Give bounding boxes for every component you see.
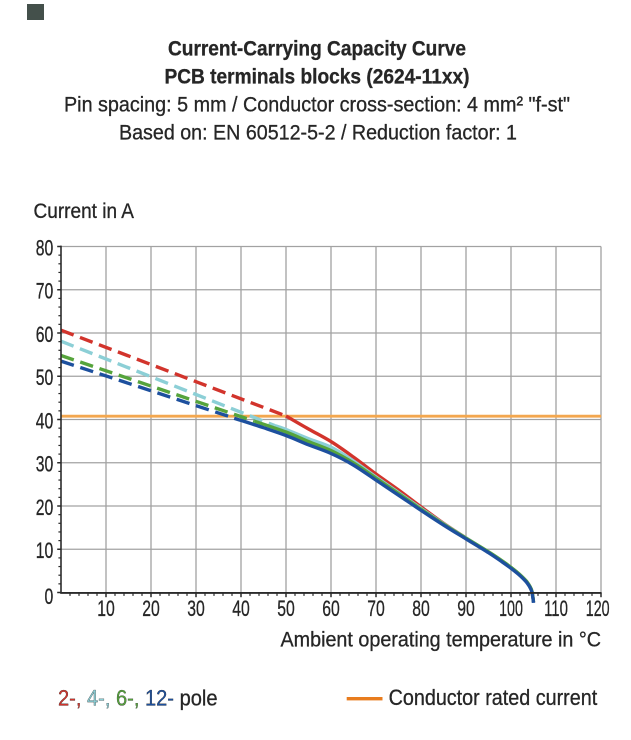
svg-text:30: 30 xyxy=(36,452,54,477)
svg-text:20: 20 xyxy=(36,495,54,520)
svg-text:80: 80 xyxy=(36,235,54,260)
svg-text:30: 30 xyxy=(187,596,205,621)
svg-text:Current in A: Current in A xyxy=(34,199,135,223)
svg-text:Ambient operating temperature: Ambient operating temperature in °C xyxy=(281,627,602,651)
svg-text:0: 0 xyxy=(45,584,54,609)
svg-text:80: 80 xyxy=(412,596,430,621)
svg-text:90: 90 xyxy=(457,596,475,621)
svg-text:110: 110 xyxy=(544,596,568,621)
svg-text:PCB terminals blocks (2624-11x: PCB terminals blocks (2624-11xx) xyxy=(165,65,470,89)
svg-text:Current-Carrying Capacity Curv: Current-Carrying Capacity Curve xyxy=(168,37,466,61)
svg-text:2-, 4-, 6-, 12- pole: 2-, 4-, 6-, 12- pole xyxy=(58,685,218,710)
svg-text:40: 40 xyxy=(232,596,250,621)
svg-text:10: 10 xyxy=(97,596,115,621)
svg-text:60: 60 xyxy=(36,322,54,347)
svg-text:40: 40 xyxy=(36,408,54,433)
svg-text:10: 10 xyxy=(36,538,54,563)
svg-text:20: 20 xyxy=(142,596,160,621)
svg-text:70: 70 xyxy=(367,596,385,621)
svg-text:Conductor rated current: Conductor rated current xyxy=(389,685,598,710)
svg-text:60: 60 xyxy=(322,596,340,621)
svg-text:Based on: EN 60512-5-2 / Reduc: Based on: EN 60512-5-2 / Reduction facto… xyxy=(119,121,517,145)
svg-text:Pin spacing: 5 mm / Conductor: Pin spacing: 5 mm / Conductor cross-sect… xyxy=(64,92,570,116)
svg-text:50: 50 xyxy=(36,365,54,390)
svg-text:50: 50 xyxy=(277,596,295,621)
svg-text:100: 100 xyxy=(499,596,523,621)
svg-text:70: 70 xyxy=(36,279,54,304)
svg-text:120: 120 xyxy=(586,596,610,621)
